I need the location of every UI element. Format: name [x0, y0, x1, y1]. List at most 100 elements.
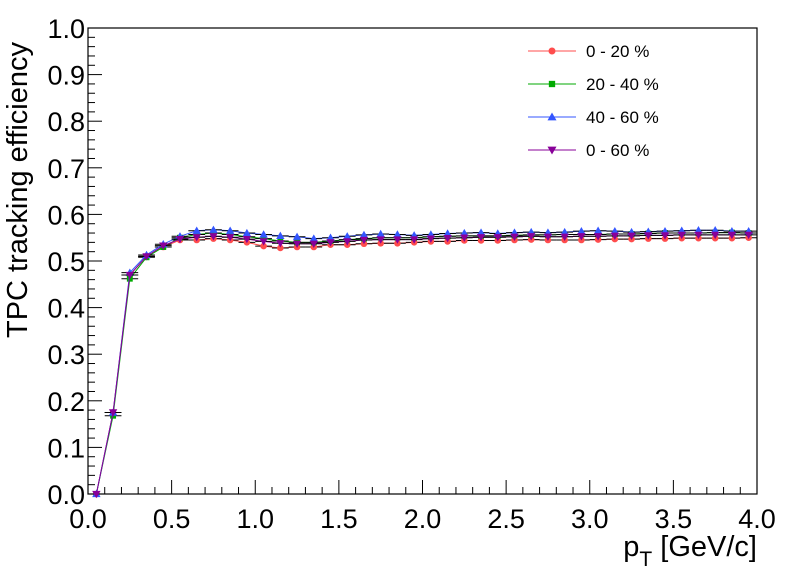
series-0 [88, 234, 757, 498]
data-point [593, 233, 603, 241]
data-point [694, 231, 703, 240]
y-tick-label: 0.8 [47, 107, 85, 137]
data-point [225, 234, 235, 242]
tick-labels: 0.0 0.5 1.0 1.5 2.0 2.5 3.0 3.5 4.0 0.0 0.1 0.2 0.3 0… [47, 14, 775, 534]
data-point [159, 242, 168, 250]
data-point [259, 238, 268, 246]
x-axis-title-sub: T [639, 548, 652, 571]
data-point [209, 225, 218, 233]
data-point [125, 271, 135, 280]
data-point [409, 236, 419, 244]
data-point [276, 240, 285, 248]
legend-label: 40 - 60 % [586, 108, 659, 127]
legend-label: 0 - 20 % [586, 42, 649, 61]
data-point [376, 236, 385, 244]
x-tick-label: 4.0 [738, 504, 776, 534]
legend-item: 20 - 40 % [528, 75, 659, 94]
data-point [277, 244, 284, 252]
data-point [460, 234, 469, 242]
data-point [744, 231, 753, 240]
legend: 0 - 20 % 20 - 40 % 40 - 60 % 0 - 60 % [528, 42, 659, 160]
data-point [644, 232, 653, 240]
data-point [577, 233, 586, 241]
y-axis-title: TPC tracking efficiency [2, 41, 34, 338]
data-point [577, 226, 586, 235]
data-point [359, 236, 369, 245]
series-layer [88, 225, 757, 499]
data-point [610, 232, 620, 241]
legend-label: 0 - 60 % [586, 141, 649, 160]
series-2 [88, 225, 757, 498]
data-point [460, 228, 469, 237]
series-3 [88, 231, 757, 499]
data-point [677, 231, 686, 240]
series-line [95, 229, 749, 495]
x-tick-label: 2.5 [487, 504, 525, 534]
data-point [192, 234, 201, 242]
y-tick-label: 0.0 [47, 480, 85, 510]
data-point [476, 228, 486, 236]
series-line [95, 237, 749, 495]
y-tick-label: 0.2 [47, 387, 85, 417]
data-point [660, 232, 670, 240]
data-point [560, 227, 569, 236]
series-line [95, 232, 749, 495]
data-point [343, 232, 352, 240]
data-point [426, 235, 436, 243]
data-point [276, 231, 285, 239]
axis-ticks [87, 27, 758, 495]
data-point [443, 229, 452, 237]
data-point [376, 229, 385, 238]
data-point [393, 230, 402, 238]
x-axis-title-p: p [623, 531, 639, 563]
data-point [527, 233, 536, 241]
data-point [309, 234, 318, 242]
legend-item: 0 - 20 % [528, 42, 649, 61]
data-point [108, 409, 118, 417]
x-tick-label: 3.5 [655, 504, 693, 534]
x-axis-title-unit: [GeV/c] [652, 531, 757, 563]
y-tick-label: 0.7 [47, 154, 85, 184]
x-tick-label: 2.0 [404, 504, 442, 534]
x-axis-title: pT [GeV/c] [623, 531, 757, 571]
series-line [95, 234, 749, 495]
y-tick-label: 0.9 [47, 61, 85, 91]
data-point [192, 226, 201, 234]
data-point [510, 233, 519, 241]
y-tick-label: 0.6 [47, 200, 85, 230]
x-tick-label: 0.5 [153, 504, 191, 534]
data-point [260, 242, 267, 250]
y-tick-label: 0.1 [47, 433, 85, 463]
data-point [142, 253, 151, 261]
legend-item: 40 - 60 % [528, 108, 659, 127]
data-point [225, 226, 235, 234]
legend-item: 0 - 60 % [528, 141, 649, 160]
plot-frame [87, 27, 758, 495]
data-point [694, 226, 703, 234]
series-1 [88, 229, 757, 497]
data-point [560, 233, 569, 241]
data-point [292, 232, 302, 240]
legend-marker [547, 146, 557, 155]
data-point [710, 231, 720, 240]
data-point [326, 233, 335, 241]
x-tick-label: 0.0 [69, 504, 107, 534]
y-tick-label: 0.4 [47, 294, 85, 324]
data-point [326, 239, 335, 247]
y-tick-label: 1.0 [47, 14, 85, 44]
data-point [175, 235, 185, 244]
data-point [476, 234, 486, 242]
data-point [493, 234, 502, 242]
legend-marker [548, 80, 556, 88]
data-point [259, 230, 268, 238]
data-point [209, 233, 218, 241]
data-point [210, 230, 217, 236]
data-point [359, 230, 369, 239]
x-tick-label: 1.5 [320, 504, 358, 534]
data-point [543, 233, 553, 241]
legend-marker [547, 112, 557, 121]
legend-marker [548, 47, 556, 55]
data-point [710, 226, 720, 234]
data-point [343, 238, 352, 246]
x-tick-label: 1.0 [236, 504, 274, 534]
